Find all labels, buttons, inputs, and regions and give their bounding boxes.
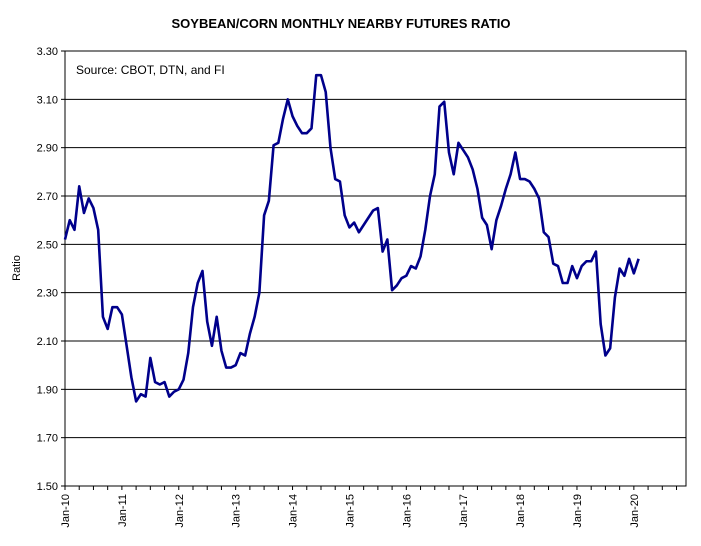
y-tick-label: 2.50 xyxy=(37,239,58,251)
y-tick-label: 2.70 xyxy=(37,191,58,203)
x-axis: Jan-10 Jan-11 Jan-12 Jan-13 Jan-14 Jan-15 Jan-… xyxy=(60,486,678,528)
y-tick-label: 3.10 xyxy=(37,94,58,106)
y-axis-label: Ratio xyxy=(11,255,23,281)
y-tick-label: 2.90 xyxy=(37,143,58,155)
series-group xyxy=(63,73,640,403)
source-annotation: Source: CBOT, DTN, and FI xyxy=(76,63,225,77)
x-tick-label: Jan-20 xyxy=(629,494,641,528)
chart-title: SOYBEAN/CORN MONTHLY NEARBY FUTURES RATI… xyxy=(172,16,511,31)
y-tick-label: 1.50 xyxy=(37,481,58,493)
y-tick-label: 2.10 xyxy=(37,336,58,348)
y-axis: 1.50 1.70 1.90 2.10 2.30 2.50 2.70 2.90 3.10 3.30 xyxy=(37,46,65,493)
gridlines xyxy=(65,98,686,439)
x-tick-label: Jan-13 xyxy=(231,494,243,528)
series-line xyxy=(63,73,640,403)
x-tick-label: Jan-11 xyxy=(117,494,129,527)
y-tick-label: 1.90 xyxy=(37,384,58,396)
x-tick-label: Jan-15 xyxy=(344,494,356,528)
x-tick-label: Jan-14 xyxy=(288,494,300,528)
y-tick-label: 2.30 xyxy=(37,288,58,300)
plot-area-border xyxy=(64,50,687,487)
x-tick-label: Jan-18 xyxy=(515,494,527,528)
x-tick-label: Jan-19 xyxy=(572,494,584,528)
y-tick-label: 1.70 xyxy=(37,433,58,445)
x-tick-label: Jan-12 xyxy=(174,494,186,528)
y-tick-label: 3.30 xyxy=(37,46,58,58)
x-tick-label: Jan-10 xyxy=(60,494,72,528)
x-tick-label: Jan-16 xyxy=(401,494,413,528)
x-tick-label: Jan-17 xyxy=(458,494,470,528)
